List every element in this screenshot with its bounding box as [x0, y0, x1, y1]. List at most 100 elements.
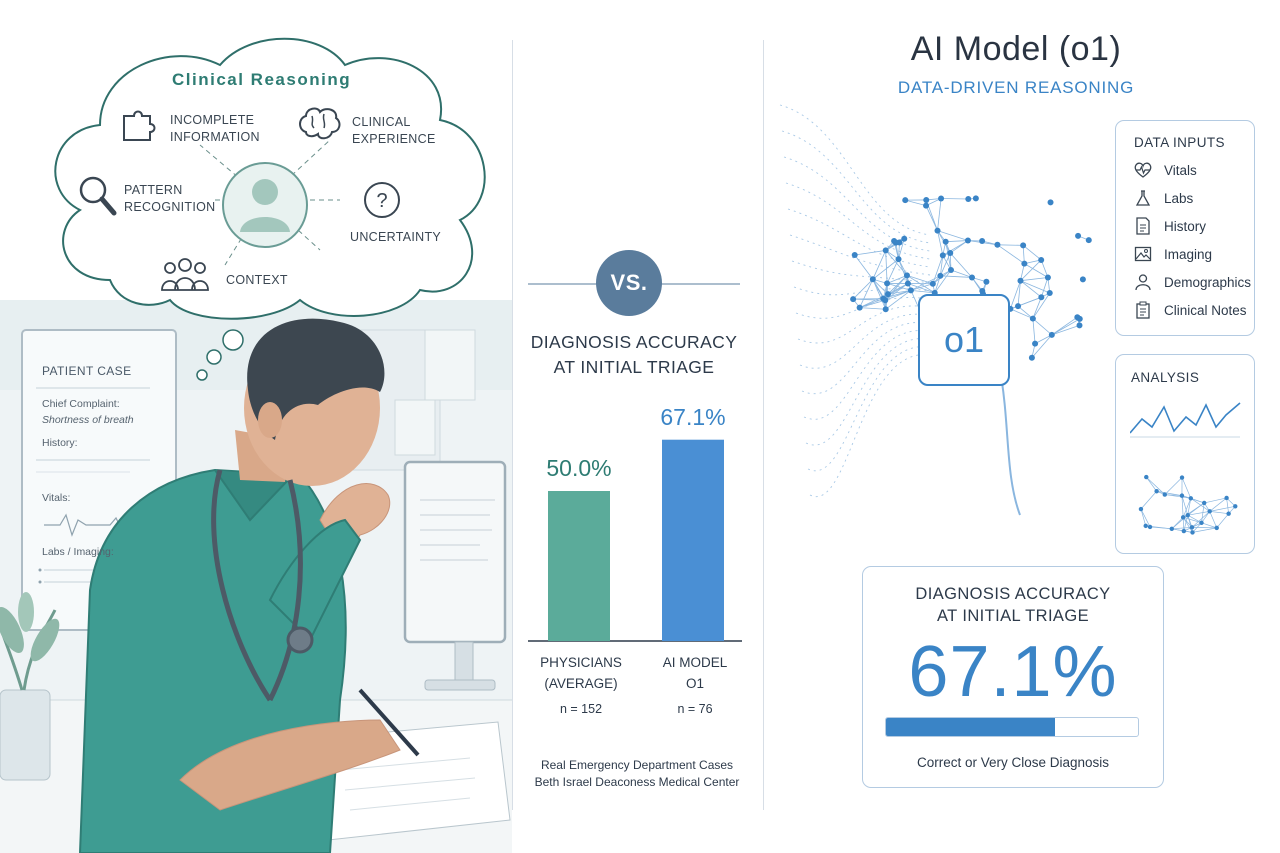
mini-network-edge: [1182, 517, 1185, 532]
document-icon: [1136, 217, 1150, 235]
accuracy-progress-track: [885, 717, 1139, 737]
thought-item-pattern-recognition: Pattern Recognition: [124, 182, 216, 216]
mini-network-edge: [1171, 527, 1193, 530]
mini-network-node: [1190, 530, 1195, 535]
network-node: [884, 280, 891, 287]
bar-value-label: 67.1%: [660, 403, 726, 430]
vs-badge: VS.: [596, 250, 662, 316]
network-node: [937, 272, 944, 279]
mini-network-node: [1179, 493, 1185, 498]
flow-line: [779, 104, 931, 236]
clinical-reasoning-title: Clinical Reasoning: [172, 70, 352, 89]
network-edge: [1051, 324, 1080, 336]
network-node: [1029, 315, 1036, 322]
network-node: [1032, 340, 1039, 347]
vitals-label: Vitals:: [42, 492, 71, 504]
mini-network-node: [1147, 524, 1153, 530]
mini-network-node: [1189, 525, 1195, 530]
mini-network-edge: [1191, 527, 1217, 529]
network-node: [1015, 303, 1022, 310]
accuracy-title-line2: at Initial Triage: [937, 607, 1089, 625]
flask-icon: [1135, 190, 1151, 206]
mini-network-edge: [1201, 511, 1210, 523]
mini-network-edge: [1209, 505, 1236, 512]
mini-network-node: [1180, 515, 1186, 520]
network-edge: [887, 283, 909, 295]
accuracy-progress-fill: [886, 718, 1056, 736]
network-edge: [906, 275, 933, 285]
network-node: [923, 196, 930, 203]
network-edge: [910, 275, 941, 291]
flow-line: [795, 297, 931, 319]
data-input-history: History: [1134, 212, 1254, 240]
flow-line: [791, 260, 931, 284]
network-node: [1017, 277, 1024, 284]
mini-network-edge: [1182, 517, 1193, 533]
network-node: [1085, 237, 1092, 244]
mini-network-edge: [1140, 508, 1151, 528]
mini-network-node: [1144, 474, 1149, 480]
accuracy-value: 67.1%: [908, 632, 1118, 712]
bar-physicians: [548, 491, 610, 641]
mini-network-node: [1138, 506, 1144, 512]
model-badge: o1: [918, 294, 1010, 386]
patient-case-title: Patient Case: [42, 364, 132, 378]
people-icon: [161, 258, 209, 291]
network-edge: [997, 244, 1024, 246]
network-edge: [1051, 318, 1080, 336]
network-edge: [907, 283, 935, 294]
network-node: [1021, 260, 1028, 267]
data-input-demographics: Demographics: [1134, 268, 1254, 296]
magnifier-icon: [79, 176, 117, 216]
thought-item-line: Uncertainty: [350, 230, 442, 244]
network-node: [895, 256, 902, 263]
network-edge: [872, 279, 887, 310]
thought-item-clinical-experience: Clinical Experience: [352, 114, 436, 148]
mini-network-edge: [1226, 497, 1229, 514]
labs-imaging-label: Labs / Imaging:: [42, 546, 114, 558]
thought-item-context: Context: [226, 272, 288, 289]
network-edge: [937, 198, 942, 231]
mini-network-edge: [1209, 497, 1227, 512]
network-edge: [942, 240, 969, 256]
mini-network-node: [1162, 492, 1167, 497]
network-edge: [854, 250, 886, 256]
network-node: [869, 276, 876, 283]
mini-network-node: [1185, 512, 1190, 518]
network-node: [902, 197, 909, 204]
category-label-ai-model: AI Model o1: [644, 652, 746, 694]
data-inputs-title: Data Inputs: [1134, 135, 1225, 150]
network-node: [1038, 256, 1045, 263]
flow-line: [805, 338, 931, 446]
network-edge: [872, 250, 887, 280]
network-node: [882, 247, 889, 254]
network-edge: [1022, 245, 1042, 261]
physician-illustration: [0, 37, 512, 853]
network-node: [1028, 354, 1035, 361]
accuracy-card: Diagnosis Accuracy at Initial Triage 67.…: [862, 566, 1164, 788]
mini-network-edge: [1146, 476, 1166, 495]
network-edge: [872, 258, 899, 280]
network-edge: [886, 258, 899, 284]
thought-item-line: Incomplete: [170, 113, 255, 127]
mini-network-edge: [1140, 491, 1157, 510]
mini-network-edge: [1181, 477, 1192, 499]
network-node: [1076, 322, 1083, 329]
network-node: [968, 274, 975, 281]
network-edge: [887, 289, 911, 295]
network-node: [1020, 242, 1027, 249]
network-edge: [886, 283, 912, 291]
mini-network-node: [1188, 496, 1194, 501]
flow-line: [801, 321, 931, 394]
mini-network-edge: [1171, 514, 1188, 530]
data-input-labs: Labs: [1134, 184, 1254, 212]
chief-complaint-value: Shortness of breath: [42, 414, 134, 426]
accuracy-card-title: Diagnosis Accuracy at Initial Triage: [863, 583, 1163, 627]
network-edge: [1020, 259, 1042, 281]
network-edge: [910, 289, 935, 294]
mini-network-node: [1224, 495, 1229, 501]
flow-line: [809, 354, 931, 498]
network-node: [1076, 315, 1083, 322]
network-node: [884, 291, 891, 298]
network-edge: [885, 250, 888, 284]
